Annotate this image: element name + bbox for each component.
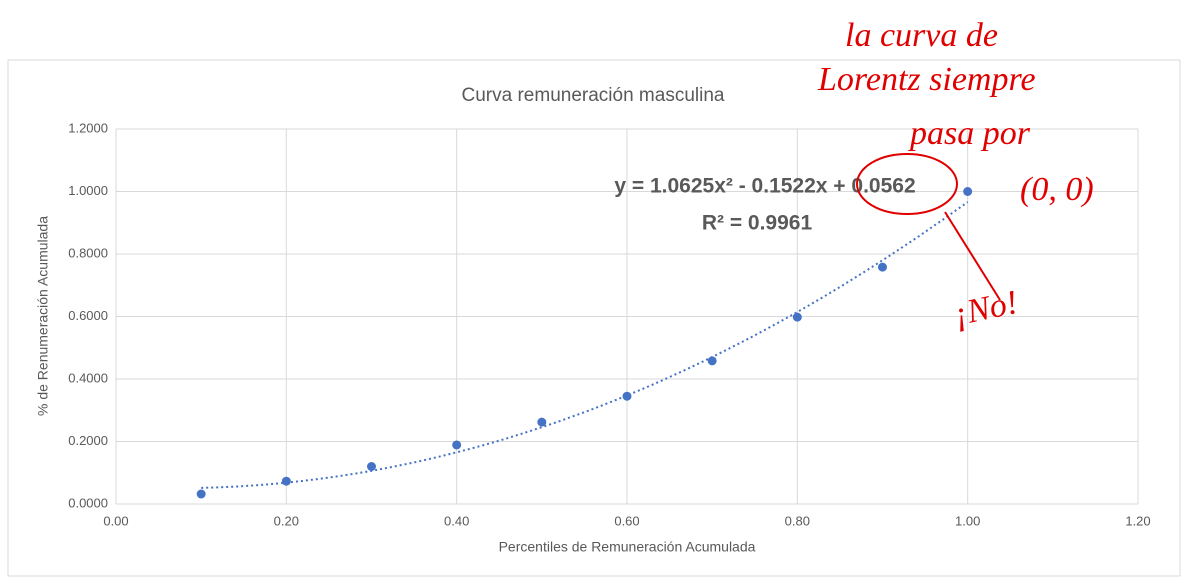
y-tick-label: 1.0000 bbox=[68, 183, 108, 198]
chart-frame bbox=[7, 59, 1181, 577]
x-tick-label: 0.80 bbox=[785, 513, 810, 528]
x-tick-label: 1.20 bbox=[1125, 513, 1150, 528]
x-axis-label: Percentiles de Remuneración Acumulada bbox=[499, 539, 756, 555]
data-point bbox=[367, 462, 376, 471]
annotation: pasa por bbox=[908, 115, 1031, 152]
y-tick-label: 0.2000 bbox=[68, 433, 108, 448]
annotation-stroke bbox=[944, 211, 1001, 301]
annotation-circle bbox=[856, 153, 958, 215]
data-point bbox=[196, 489, 206, 499]
y-tick-label: 0.6000 bbox=[68, 308, 108, 323]
y-axis-label: % de Renumeración Acumulada bbox=[35, 216, 51, 416]
data-point bbox=[537, 417, 547, 427]
x-tick-label: 0.60 bbox=[614, 513, 639, 528]
data-point bbox=[452, 440, 462, 450]
y-tick-label: 0.0000 bbox=[68, 495, 108, 510]
y-tick-label: 0.4000 bbox=[68, 370, 108, 385]
y-tick-label: 1.2000 bbox=[68, 120, 108, 135]
data-point bbox=[622, 391, 632, 401]
trendline-equation: y = 1.0625x² - 0.1522x + 0.0562 bbox=[614, 175, 915, 198]
annotation: Lorentz siempre bbox=[817, 61, 1036, 98]
x-tick-label: 0.20 bbox=[274, 513, 299, 528]
data-point bbox=[281, 476, 291, 486]
x-tick-label: 1.00 bbox=[955, 513, 980, 528]
annotation: la curva de bbox=[845, 17, 998, 54]
annotation: (0, 0) bbox=[1020, 171, 1094, 208]
data-point bbox=[792, 312, 802, 322]
data-point bbox=[878, 262, 887, 272]
trendline-r2: R² = 0.9961 bbox=[702, 212, 813, 235]
x-tick-label: 0.40 bbox=[444, 513, 469, 528]
x-tick-label: 0.00 bbox=[103, 513, 128, 528]
chart-title: Curva remuneración masculina bbox=[462, 85, 725, 106]
data-point bbox=[963, 187, 973, 196]
y-tick-label: 0.8000 bbox=[68, 245, 108, 260]
data-point bbox=[707, 356, 717, 366]
